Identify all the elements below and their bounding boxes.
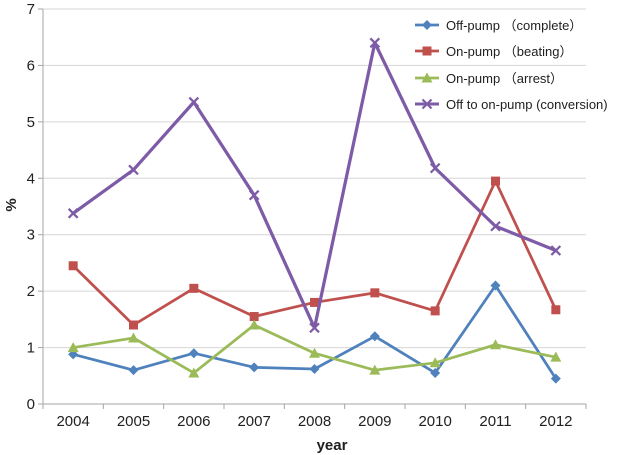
y-tick-label: 3 (27, 227, 35, 244)
x-tick-label: 2009 (358, 413, 391, 430)
legend-item-on-pump-arrest: On-pump （arrest） (415, 71, 563, 86)
y-axis: 0 1 2 3 4 5 6 7 (27, 1, 43, 413)
legend: Off-pump （complete） On-pump （beating） On-p… (415, 18, 608, 112)
y-tick-label: 2 (27, 283, 35, 300)
y-tick-label: 5 (27, 114, 35, 131)
legend-item-off-pump-complete: Off-pump （complete） (415, 18, 582, 33)
legend-item-on-pump-beating: On-pump （beating） (415, 44, 572, 59)
series-on-pump-beating (68, 176, 561, 330)
y-tick-label: 0 (27, 396, 35, 413)
legend-label: Off-pump （complete） (446, 18, 582, 33)
x-tick-label: 2004 (56, 413, 89, 430)
x-axis-title: year (316, 437, 348, 454)
x-tick-label: 2006 (177, 413, 210, 430)
x-tick-label: 2012 (539, 413, 572, 430)
x-tick-label: 2010 (418, 413, 451, 430)
series-on-pump-arrest (67, 319, 562, 378)
x-axis: 2004 2005 2006 2007 2008 2009 2010 2011 2012 (42, 404, 587, 430)
y-gridlines (43, 8, 586, 349)
x-tick-label: 2011 (479, 413, 511, 430)
legend-item-off-to-on-pump-conversion: Off to on-pump (conversion) (415, 97, 608, 112)
legend-label: Off to on-pump (conversion) (446, 97, 608, 112)
legend-label: On-pump （beating） (446, 44, 572, 59)
x-tick-label: 2007 (237, 413, 270, 430)
y-tick-label: 6 (27, 57, 35, 74)
y-tick-label: 1 (27, 340, 35, 357)
x-tick-label: 2008 (298, 413, 331, 430)
legend-label: On-pump （arrest） (446, 71, 563, 86)
series-off-pump-complete (68, 280, 561, 384)
x-tick-label: 2005 (117, 413, 150, 430)
series-off-to-on-pump-conversion (67, 37, 562, 334)
y-axis-title: % (3, 198, 20, 212)
y-tick-label: 4 (27, 170, 35, 187)
y-tick-label: 7 (27, 1, 35, 18)
